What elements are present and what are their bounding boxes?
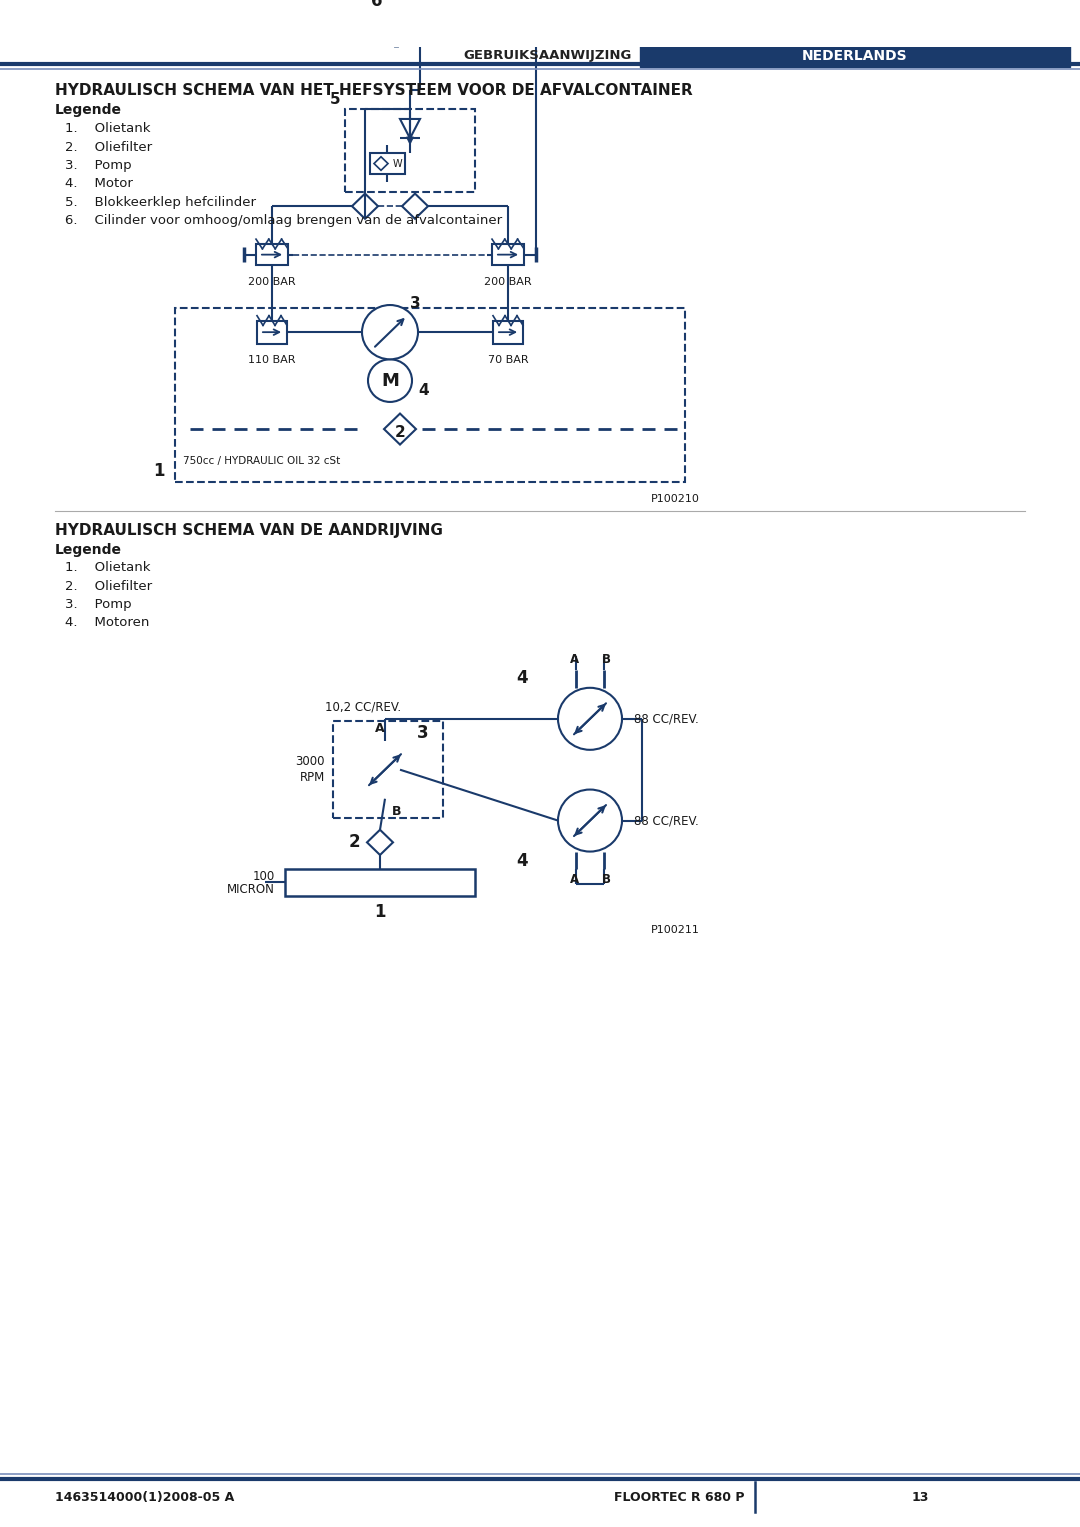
Text: B: B [602,873,610,886]
Text: 4.    Motoren: 4. Motoren [65,617,149,629]
Text: 4: 4 [516,669,528,687]
Text: 3.    Pomp: 3. Pomp [65,599,132,611]
Text: A: A [569,654,579,666]
Text: 1: 1 [153,461,165,479]
Bar [345,110,475,192]
Bar [175,308,685,483]
Bar [333,721,443,818]
Text: 4: 4 [418,383,429,399]
Polygon shape [374,157,388,171]
Text: HYDRAULISCH SCHEMA VAN DE AANDRIJVING: HYDRAULISCH SCHEMA VAN DE AANDRIJVING [55,524,443,539]
Text: 5: 5 [329,92,340,107]
Text: M: M [381,371,399,389]
Bar [257,321,287,344]
Text: 1463514000(1)2008-05 A: 1463514000(1)2008-05 A [55,1492,234,1504]
Text: 3: 3 [417,724,429,742]
Text: Legende: Legende [55,104,122,118]
Text: 88 CC/REV.: 88 CC/REV. [634,814,699,828]
Bar [256,244,288,266]
Bar [640,46,1070,67]
Text: 1.    Olietank: 1. Olietank [65,560,150,574]
Text: 13: 13 [912,1492,929,1504]
Text: 110 BAR: 110 BAR [248,356,296,365]
Text: 6.    Cilinder voor omhoog/omlaag brengen van de afvalcontainer: 6. Cilinder voor omhoog/omlaag brengen v… [65,214,502,228]
Text: W: W [392,159,402,168]
Text: 4.    Motor: 4. Motor [65,177,133,191]
Text: 6: 6 [370,0,382,11]
Text: 5.    Blokkeerklep hefcilinder: 5. Blokkeerklep hefcilinder [65,195,256,209]
Text: NEDERLANDS: NEDERLANDS [802,49,908,63]
Text: HYDRAULISCH SCHEMA VAN HET HEFSYSTEEM VOOR DE AFVALCONTAINER: HYDRAULISCH SCHEMA VAN HET HEFSYSTEEM VO… [55,84,692,98]
Text: 1: 1 [375,904,386,921]
Text: GEBRUIKSAANWIJZING: GEBRUIKSAANWIJZING [463,49,632,63]
Circle shape [558,687,622,750]
Circle shape [355,741,415,799]
Text: RPM: RPM [300,771,325,783]
Bar [285,869,475,896]
Text: 2.    Oliefilter: 2. Oliefilter [65,140,152,154]
Text: 750cc / HYDRAULIC OIL 32 cSt: 750cc / HYDRAULIC OIL 32 cSt [183,457,340,466]
Circle shape [586,20,604,37]
Text: 10,2 CC/REV.: 10,2 CC/REV. [325,701,401,713]
Text: A: A [569,873,579,886]
Text: MICRON: MICRON [227,883,275,896]
Text: B: B [392,805,402,817]
Bar [400,14,535,41]
Text: 2.    Oliefilter: 2. Oliefilter [65,580,152,592]
Text: 3000: 3000 [296,756,325,768]
Polygon shape [400,119,420,139]
Text: 70 BAR: 70 BAR [488,356,528,365]
Text: 2: 2 [394,426,405,440]
Text: 88 CC/REV.: 88 CC/REV. [634,712,699,725]
Polygon shape [402,194,428,218]
Circle shape [558,789,622,852]
Circle shape [362,305,418,359]
Polygon shape [352,194,378,218]
Circle shape [368,359,411,402]
Bar [492,244,524,266]
Bar [492,321,523,344]
Text: 2: 2 [349,834,360,852]
Polygon shape [367,829,393,855]
Text: 1.    Olietank: 1. Olietank [65,122,150,136]
Text: P100210: P100210 [651,495,700,504]
Text: 100: 100 [253,870,275,883]
Text: FLOORTEC R 680 P: FLOORTEC R 680 P [615,1492,745,1504]
Text: 200 BAR: 200 BAR [248,276,296,287]
Text: 3: 3 [410,296,420,310]
Text: P100211: P100211 [651,925,700,935]
Text: 4: 4 [516,852,528,870]
Text: B: B [602,654,610,666]
Bar [370,153,405,174]
Text: 3.    Pomp: 3. Pomp [65,159,132,173]
Text: 200 BAR: 200 BAR [484,276,531,287]
Polygon shape [384,414,416,444]
Text: A: A [375,722,384,734]
Text: Legende: Legende [55,544,122,557]
